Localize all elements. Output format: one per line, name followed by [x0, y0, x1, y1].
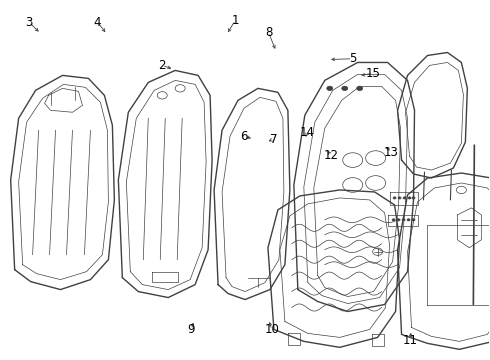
Circle shape	[397, 219, 400, 221]
Circle shape	[408, 197, 411, 199]
Text: 3: 3	[25, 16, 33, 29]
Circle shape	[403, 197, 406, 199]
Circle shape	[412, 219, 415, 221]
Text: 7: 7	[270, 132, 277, 145]
Text: 9: 9	[188, 323, 195, 336]
Text: 13: 13	[384, 145, 399, 158]
Circle shape	[398, 197, 401, 199]
Circle shape	[412, 197, 415, 199]
Text: 6: 6	[240, 130, 248, 143]
Text: 1: 1	[231, 14, 239, 27]
Text: 10: 10	[265, 323, 279, 336]
Text: 12: 12	[323, 149, 339, 162]
Circle shape	[327, 86, 333, 91]
Circle shape	[407, 219, 410, 221]
Text: 4: 4	[94, 16, 101, 29]
Circle shape	[393, 197, 396, 199]
Text: 11: 11	[403, 334, 417, 347]
Text: 5: 5	[349, 52, 356, 65]
Text: 14: 14	[300, 126, 315, 139]
Text: 15: 15	[366, 67, 380, 80]
Circle shape	[402, 219, 405, 221]
Text: 2: 2	[158, 59, 166, 72]
Circle shape	[342, 86, 348, 91]
Circle shape	[357, 86, 363, 91]
Circle shape	[392, 219, 395, 221]
Text: 8: 8	[265, 26, 272, 39]
